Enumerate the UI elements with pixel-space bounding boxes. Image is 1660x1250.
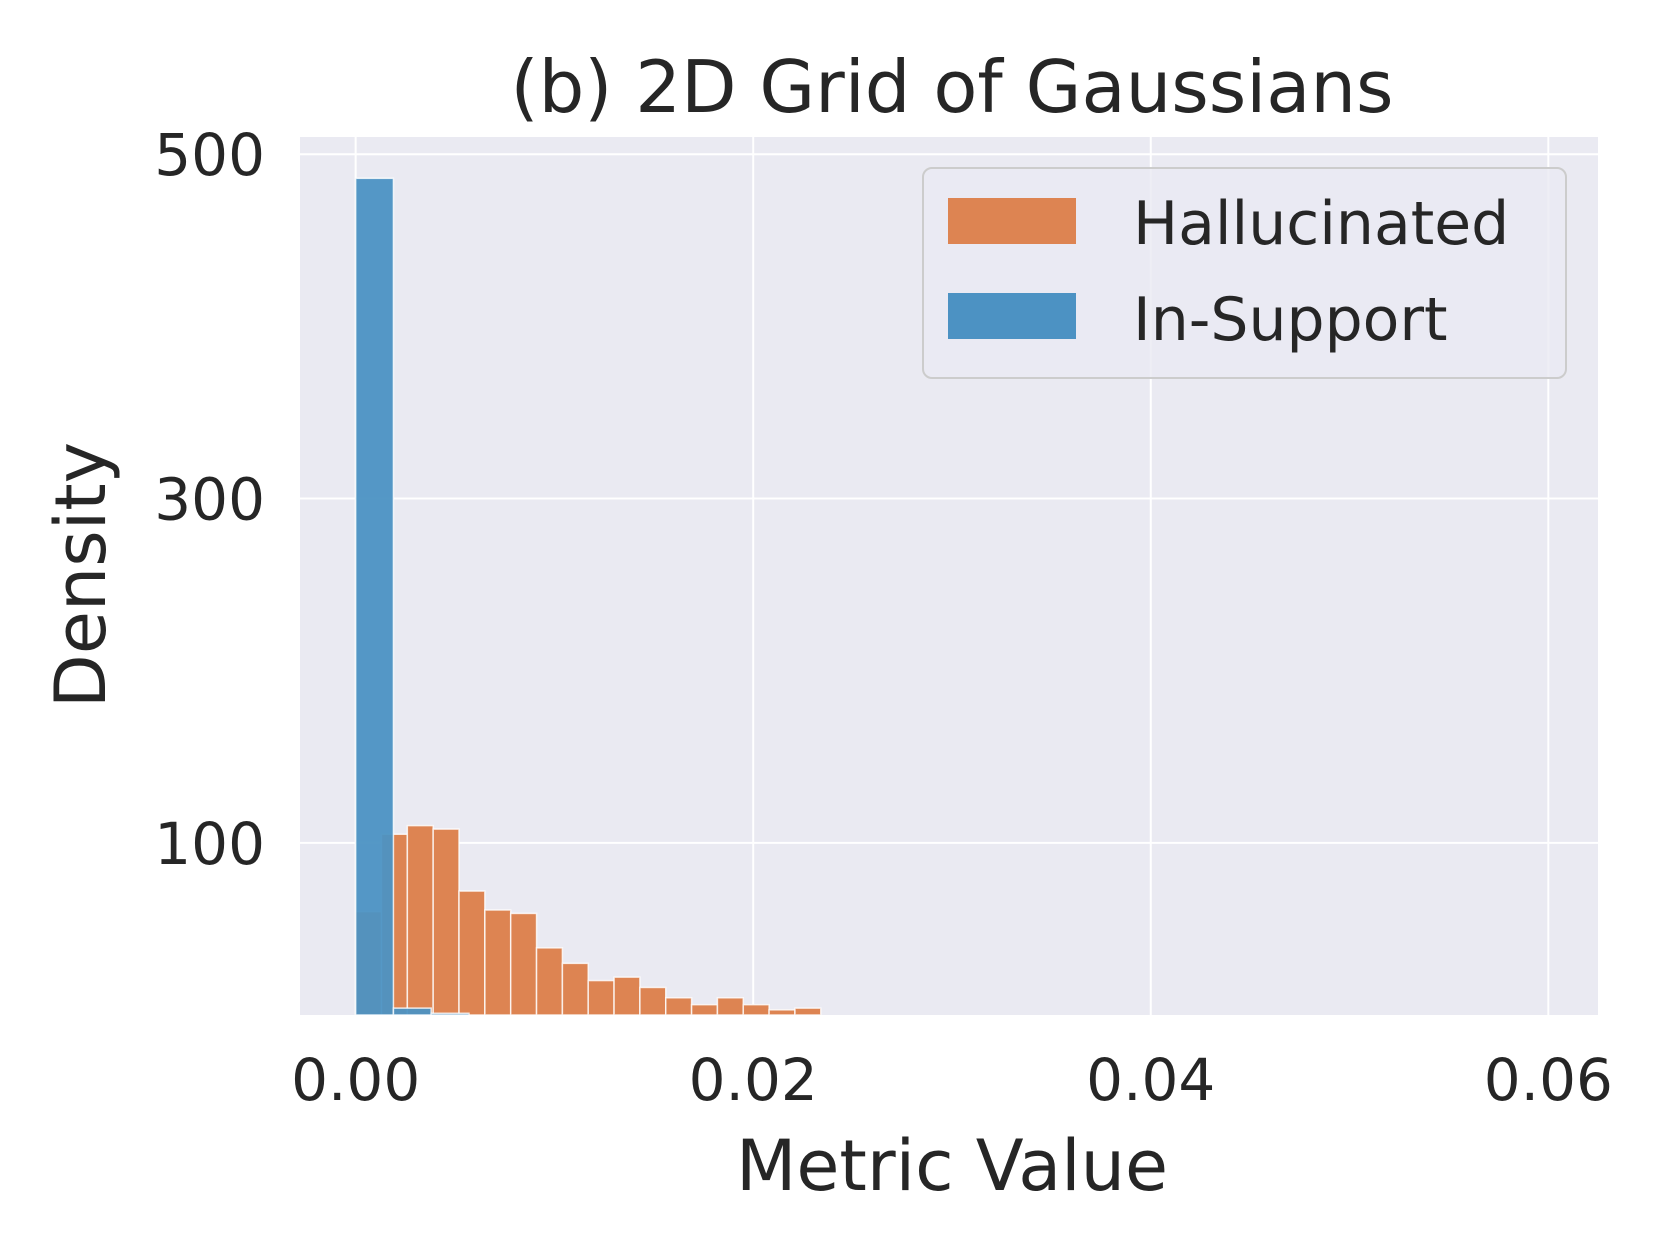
legend-swatch-hallucinated xyxy=(948,198,1076,244)
in-support-bar-2 xyxy=(430,1012,470,1016)
x-axis-label: Metric Value xyxy=(736,1125,1168,1207)
hallucinated-bar-5 xyxy=(484,909,512,1016)
hallucinated-bar-7 xyxy=(535,947,564,1016)
tick-labels: 0.00 0.02 0.04 0.06 100 300 500 xyxy=(154,121,1613,1114)
hallucinated-bar-10 xyxy=(613,976,641,1016)
legend-label-in-support: In-Support xyxy=(1133,285,1448,355)
y-tick-label-1: 300 xyxy=(154,466,265,534)
hallucinated-bar-16 xyxy=(768,1009,796,1016)
legend-frame xyxy=(922,167,1567,379)
hallucinated-bar-2 xyxy=(406,824,434,1016)
x-tick-label-1: 0.02 xyxy=(689,1046,818,1114)
hallucinated-bar-3 xyxy=(432,828,460,1016)
x-tick-label-0: 0.00 xyxy=(291,1046,420,1114)
in-support-bar-1 xyxy=(392,1007,432,1016)
x-tick-label-3: 0.06 xyxy=(1484,1046,1613,1114)
x-tick-label-2: 0.04 xyxy=(1086,1046,1215,1114)
hallucinated-bar-11 xyxy=(639,986,667,1016)
hallucinated-bar-13 xyxy=(690,1003,719,1016)
hallucinated-bar-9 xyxy=(587,979,615,1016)
in-support-bar-0 xyxy=(354,177,395,1016)
hallucinated-bar-8 xyxy=(561,962,589,1016)
legend-swatch-in-support xyxy=(948,293,1076,339)
hallucinated-bar-17 xyxy=(794,1007,822,1016)
y-axis-label: Density xyxy=(40,442,122,708)
y-tick-label-2: 500 xyxy=(154,121,265,189)
legend-label-hallucinated: Hallucinated xyxy=(1133,189,1509,259)
in-support-bars xyxy=(354,177,470,1016)
hallucinated-bar-6 xyxy=(509,912,538,1016)
hallucinated-bar-15 xyxy=(742,1003,770,1016)
chart-title: (b) 2D Grid of Gaussians xyxy=(510,45,1393,129)
legend: Hallucinated In-Support xyxy=(922,167,1567,379)
hallucinated-bar-4 xyxy=(458,890,486,1016)
hallucinated-bar-12 xyxy=(664,997,693,1016)
hallucinated-bar-14 xyxy=(716,997,745,1016)
y-tick-label-0: 100 xyxy=(154,810,265,878)
